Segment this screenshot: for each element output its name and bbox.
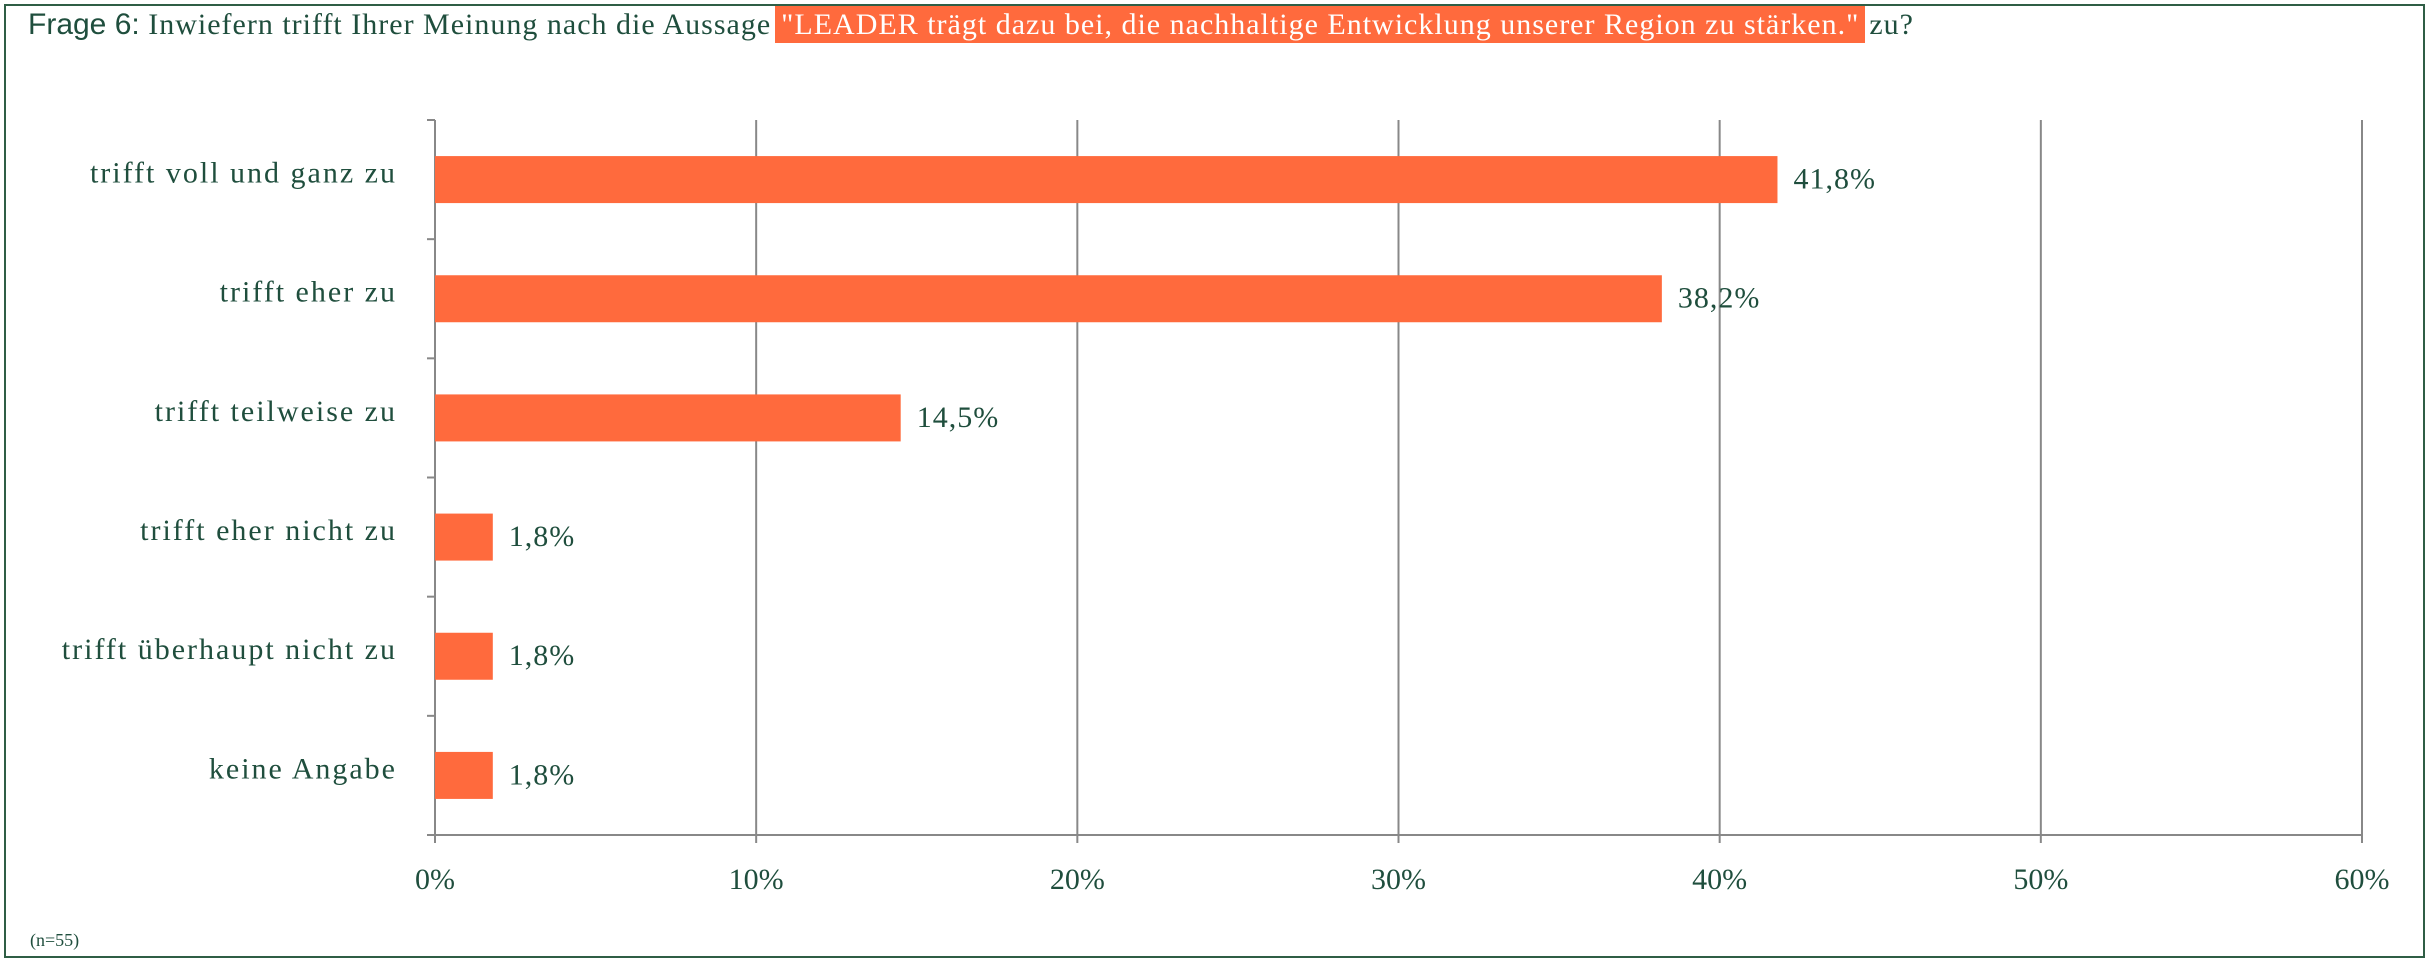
x-tick-label: 40% [1692,863,1747,896]
title-part: Frage 6: [28,8,140,41]
value-label: 1,8% [509,639,576,672]
bar [435,275,1662,323]
bar [435,751,493,799]
y-tick-label: trifft voll und ganz zu [90,156,397,189]
value-label: 38,2% [1678,282,1761,315]
title-part: Inwiefern trifft Ihrer Meinung nach die … [148,8,772,41]
value-label: 41,8% [1793,162,1876,195]
title-highlight: "LEADER trägt dazu bei, die nachhaltige … [775,6,1866,43]
value-label: 14,5% [917,401,1000,434]
title-part: zu? [1869,8,1914,41]
bar [435,632,493,680]
x-tick-label: 0% [415,863,455,896]
bar [435,156,1778,204]
y-tick-label: trifft teilweise zu [155,395,397,428]
value-label: 1,8% [509,758,576,791]
x-tick-label: 50% [2013,863,2068,896]
y-tick-label: trifft überhaupt nicht zu [62,633,397,666]
x-tick-label: 30% [1371,863,1426,896]
y-tick-label: trifft eher zu [220,276,397,309]
bar [435,513,493,561]
bar [435,394,901,442]
y-tick-label: keine Angabe [209,752,397,785]
x-tick-label: 20% [1050,863,1105,896]
x-tick-label: 60% [2335,863,2390,896]
footnote: (n=55) [30,930,80,950]
chart-title: Frage 6: Inwiefern trifft Ihrer Meinung … [28,6,1914,43]
chart-frame [4,4,2425,958]
x-tick-label: 10% [729,863,784,896]
value-label: 1,8% [509,520,576,553]
y-tick-label: trifft eher nicht zu [140,514,397,547]
